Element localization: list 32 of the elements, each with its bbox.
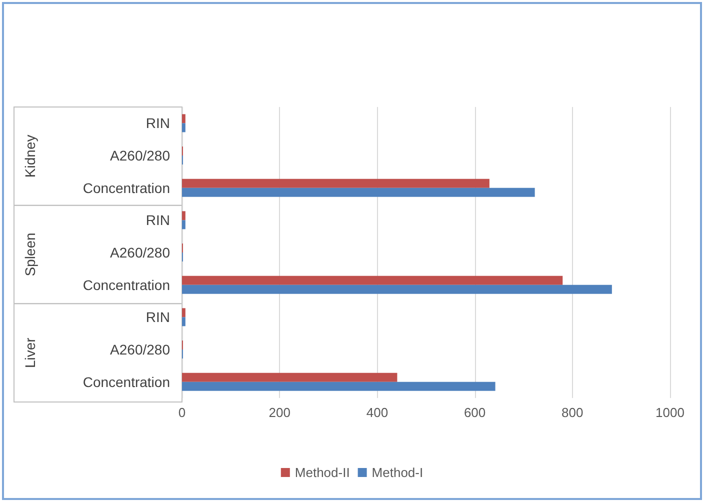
bar [182,220,186,230]
x-tick-label: 800 [562,405,584,420]
y-tick-label: Concentration [82,374,170,390]
y-tick-label: A260/280 [110,244,170,260]
x-tick-label: 0 [178,405,186,420]
y-tick-label: A260/280 [110,342,170,358]
y-tick-label: RIN [146,115,170,132]
x-tick-label: 1000 [656,405,684,420]
bar [182,284,612,294]
y-tick-label: A260/280 [110,148,170,164]
x-tick-label: 600 [464,405,486,420]
bar [182,211,186,220]
x-tick-label: 200 [268,405,290,420]
text: Spleen [22,232,38,276]
bar [182,114,186,124]
text: Liver [22,337,38,368]
bar [182,372,398,382]
legend-label: Method-II [294,465,350,480]
bar [182,382,496,391]
bar [182,308,186,318]
bar [182,178,490,188]
y-tick-label: RIN [146,212,170,228]
bar [182,188,535,197]
bar [182,317,186,326]
legend-label: Method-I [372,465,424,480]
y-tick-label: RIN [146,309,170,326]
y-tick-label: Concentration [82,276,170,293]
bar [182,276,563,285]
y-tick-label: Concentration [82,180,170,196]
bar [182,123,186,132]
x-tick-label: 400 [366,405,388,420]
text: Kidney [22,134,38,178]
